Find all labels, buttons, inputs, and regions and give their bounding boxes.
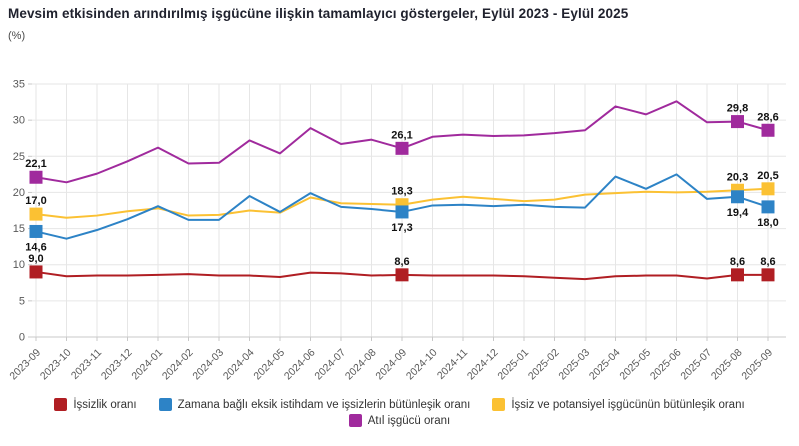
x-tick-label: 2025-03 (556, 347, 592, 383)
legend-item[interactable]: İşsizlik oranı (54, 398, 137, 411)
data-label: 17,3 (391, 222, 412, 234)
chart-unit-label: (%) (8, 30, 26, 42)
series-marker-3 (761, 123, 775, 137)
series-marker-1 (761, 200, 775, 214)
data-label: 28,6 (757, 111, 778, 123)
data-label: 26,1 (391, 129, 412, 141)
x-tick-label: 2024-07 (312, 347, 348, 383)
data-label: 18,0 (757, 217, 778, 229)
y-tick-label: 25 (13, 151, 25, 163)
series-marker-1 (731, 190, 744, 204)
x-tick-label: 2023-11 (69, 347, 104, 382)
y-axis-labels: 0 5 10 15 20 25 30 35 (13, 79, 25, 344)
gridlines (32, 83, 786, 338)
legend-swatch-icon (348, 414, 362, 427)
x-tick-label: 2024-04 (221, 347, 257, 383)
data-label: 17,0 (25, 195, 46, 207)
legend-item-label: İşsizlik oranı (73, 398, 137, 411)
x-tick-label: 2025-04 (587, 347, 623, 383)
y-tick-label: 0 (19, 332, 25, 344)
legend-item-label: Zamana bağlı eksik istihdam ve işsizleri… (177, 398, 471, 411)
legend-swatch-icon (158, 398, 172, 411)
x-tick-label: 2025-09 (739, 347, 775, 383)
series-marker-0 (29, 265, 43, 279)
legend-item[interactable]: İşsiz ve potansiyel işgücünün bütünleşik… (492, 398, 745, 411)
x-tick-label: 2024-12 (465, 347, 501, 383)
legend-item[interactable]: Atıl işgücü oranı (348, 414, 451, 427)
x-tick-label: 2025-02 (526, 347, 562, 383)
series-marker-2 (29, 207, 43, 221)
data-label: 8,6 (394, 256, 409, 268)
series-marker-3 (395, 141, 409, 155)
chart-legend: İşsizlik oranı Zamana bağlı eksik istihda… (0, 398, 799, 427)
legend-row-2: Atıl işgücü oranı (348, 414, 451, 427)
x-tick-label: 2025-08 (709, 347, 745, 383)
data-label: 20,3 (727, 171, 748, 183)
data-label: 8,6 (760, 256, 775, 268)
series-marker-3 (731, 115, 744, 129)
x-tick-label: 2024-01 (129, 347, 165, 383)
data-label: 8,6 (730, 256, 745, 268)
data-label: 9,0 (28, 253, 43, 265)
x-tick-label: 2024-09 (373, 347, 409, 383)
x-tick-label: 2025-05 (617, 347, 653, 383)
legend-item[interactable]: Zamana bağlı eksik istihdam ve işsizleri… (158, 398, 471, 411)
axes-and-ticks (28, 83, 786, 341)
legend-swatch-icon (492, 398, 506, 411)
x-tick-label: 2023-09 (7, 347, 43, 383)
line-chart-plot-area: 2023-092023-102023-112023-122024-012024-… (7, 79, 786, 383)
x-axis-labels: 2023-092023-102023-112023-122024-012024-… (7, 347, 775, 383)
y-tick-label: 20 (13, 187, 25, 199)
chart-title: Mevsim etkisinden arındırılmış işgücüne … (8, 6, 629, 21)
legend-item-label: Atıl işgücü oranı (367, 414, 451, 427)
x-tick-label: 2025-06 (648, 347, 684, 383)
series-marker-0 (761, 268, 775, 282)
x-tick-label: 2024-02 (160, 347, 196, 383)
y-tick-label: 10 (13, 259, 25, 271)
data-label: 18,3 (391, 186, 412, 198)
x-tick-label: 2024-08 (343, 347, 379, 383)
data-label: 19,4 (727, 207, 749, 219)
y-tick-label: 5 (19, 295, 25, 307)
x-tick-label: 2024-03 (190, 347, 226, 383)
x-tick-label: 2024-05 (251, 347, 287, 383)
legend-item-label: İşsiz ve potansiyel işgücünün bütünleşik… (511, 398, 745, 411)
legend-swatch-icon (54, 398, 68, 411)
data-label: 20,5 (757, 170, 778, 182)
y-tick-label: 35 (13, 79, 25, 91)
series-marker-0 (395, 268, 409, 282)
y-tick-label: 30 (13, 115, 25, 127)
series-marker-0 (731, 268, 744, 282)
x-tick-label: 2024-11 (435, 347, 470, 382)
data-label: 29,8 (727, 103, 748, 115)
x-tick-label: 2024-10 (404, 347, 440, 383)
series-marker-2 (761, 182, 775, 196)
data-label: 14,6 (25, 241, 46, 253)
series-marker-1 (29, 224, 43, 238)
x-tick-label: 2023-12 (99, 347, 135, 383)
data-label: 22,1 (25, 158, 46, 170)
series-marker-3 (29, 170, 43, 184)
y-tick-label: 15 (13, 223, 25, 235)
x-tick-label: 2024-06 (282, 347, 318, 383)
x-tick-label: 2025-07 (678, 347, 714, 383)
x-tick-label: 2025-01 (495, 347, 531, 383)
x-tick-label: 2023-10 (38, 347, 74, 383)
series-marker-1 (395, 205, 409, 219)
legend-row-1: İşsizlik oranı Zamana bağlı eksik istihda… (54, 398, 745, 411)
